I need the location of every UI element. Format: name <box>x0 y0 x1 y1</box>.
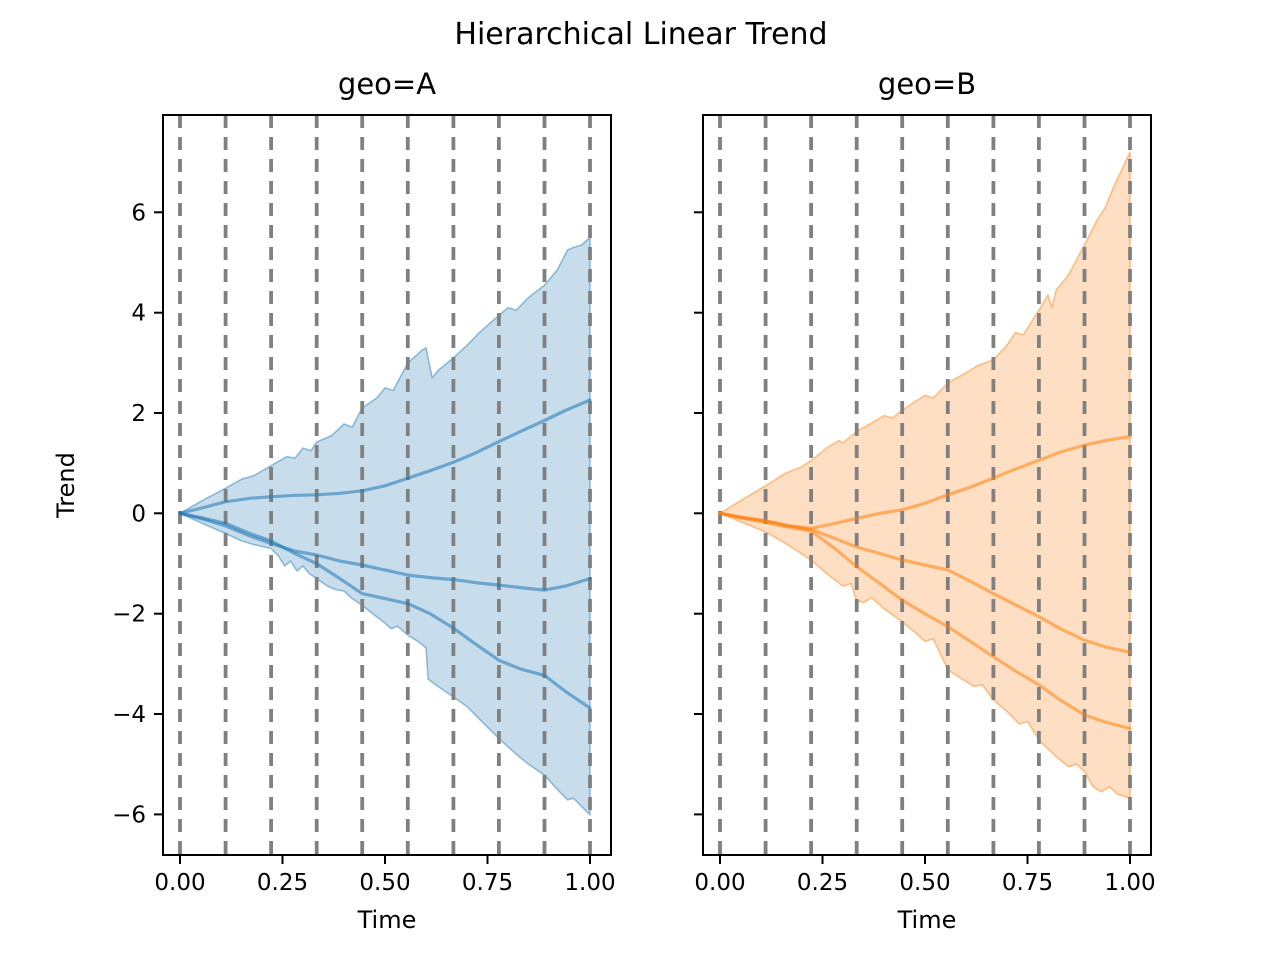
x-axis-label-a: Time <box>357 906 417 934</box>
y-tick-label: 4 <box>131 301 146 327</box>
y-tick-label: −6 <box>112 802 146 828</box>
x-tick-label: 0.75 <box>462 870 513 896</box>
posterior-mean-line <box>178 511 592 710</box>
credible-band <box>179 236 591 816</box>
x-axis-label-b: Time <box>897 906 957 934</box>
panel-a-title: geo=A <box>337 67 437 101</box>
posterior-mean-line <box>718 511 1132 731</box>
panel-b-title: geo=B <box>877 67 977 101</box>
x-tick-label: 0.00 <box>154 870 205 896</box>
x-tick-label: 0.00 <box>694 870 745 896</box>
y-tick-label: 0 <box>131 501 146 527</box>
x-tick-label: 0.50 <box>359 870 410 896</box>
y-axis-label: Trend <box>52 452 80 518</box>
credible-band <box>719 151 1131 800</box>
y-tick-label: 6 <box>131 200 146 226</box>
y-tick-label: −2 <box>112 602 146 628</box>
posterior-mean-line <box>178 398 592 515</box>
y-tick-label: −4 <box>112 702 146 728</box>
x-tick-label: 0.25 <box>797 870 848 896</box>
posterior-mean-line <box>178 511 592 592</box>
x-tick-label: 0.75 <box>1002 870 1053 896</box>
x-tick-label: 1.00 <box>564 870 615 896</box>
x-tick-label: 0.50 <box>899 870 950 896</box>
axes-spine <box>162 114 612 856</box>
x-tick-label: 1.00 <box>1104 870 1155 896</box>
figure-title: Hierarchical Linear Trend <box>454 17 828 52</box>
x-tick-label: 0.25 <box>257 870 308 896</box>
axes-spine <box>702 114 1152 856</box>
y-tick-label: 2 <box>131 401 146 427</box>
